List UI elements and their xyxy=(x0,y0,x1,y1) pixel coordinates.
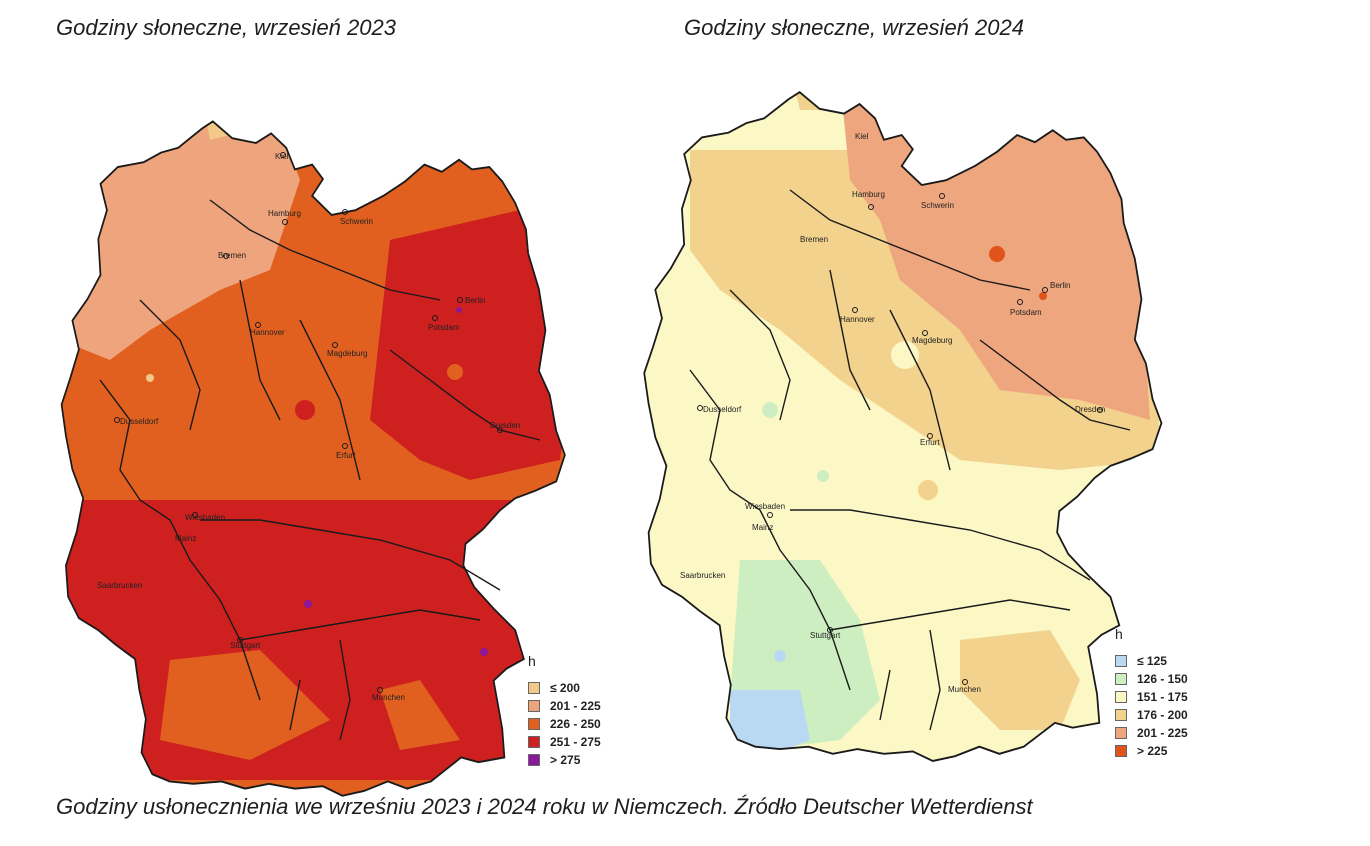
city-label: Hannover xyxy=(250,328,285,337)
city-label: Bremen xyxy=(218,251,246,260)
city-label: Kiel xyxy=(855,132,869,141)
legend-swatch xyxy=(1115,655,1127,667)
legend-label: 176 - 200 xyxy=(1137,708,1188,722)
city-label: Saarbrucken xyxy=(97,581,142,590)
legend-label: 226 - 250 xyxy=(550,717,601,731)
legend-unit: h xyxy=(1115,626,1123,642)
city-label: Wiesbaden xyxy=(745,502,785,511)
legend-item: 201 - 225 xyxy=(1115,724,1188,742)
city-label: Dusseldorf xyxy=(120,417,159,426)
city-label: Munchen xyxy=(372,693,405,702)
city-label: Erfurt xyxy=(920,438,940,447)
legend-label: ≤ 200 xyxy=(550,681,580,695)
legend-item: ≤ 200 xyxy=(528,679,601,697)
city-labels-2024: Kiel Hamburg Schwerin Bremen Berlin Pots… xyxy=(680,132,1105,694)
legend-label: 151 - 175 xyxy=(1137,690,1188,704)
legend-item: > 225 xyxy=(1115,742,1188,760)
city-label: Stuttgart xyxy=(810,631,841,640)
city-label: Magdeburg xyxy=(912,336,952,345)
city-label: Berlin xyxy=(465,296,485,305)
legend-label: 201 - 225 xyxy=(550,699,601,713)
city-label: Dusseldorf xyxy=(703,405,742,414)
legend-item: > 275 xyxy=(528,751,601,769)
city-label: Magdeburg xyxy=(327,349,367,358)
city-label: Potsdam xyxy=(428,323,460,332)
city-label: Kiel xyxy=(275,152,289,161)
city-label: Erfurt xyxy=(336,451,356,460)
legend-item: ≤ 125 xyxy=(1115,652,1188,670)
legend-swatch xyxy=(528,682,540,694)
legend-label: ≤ 125 xyxy=(1137,654,1167,668)
legend-2024: h ≤ 125 126 - 150 151 - 175 176 - 200 20… xyxy=(1115,626,1188,760)
legend-unit: h xyxy=(528,653,536,669)
legend-item: 126 - 150 xyxy=(1115,670,1188,688)
map-title-2024: Godziny słoneczne, wrzesień 2024 xyxy=(684,15,1024,40)
city-label: Schwerin xyxy=(921,201,954,210)
rivers-2024 xyxy=(689,189,1131,731)
legend-label: > 275 xyxy=(550,753,581,767)
legend-label: 126 - 150 xyxy=(1137,672,1188,686)
city-label: Munchen xyxy=(948,685,981,694)
legend-swatch xyxy=(1115,673,1127,685)
legend-label: > 225 xyxy=(1137,744,1168,758)
city-labels-2023: Kiel Hamburg Schwerin Bremen Berlin Pots… xyxy=(97,152,520,702)
legend-swatch xyxy=(1115,745,1127,757)
legend-swatch xyxy=(528,754,540,766)
city-label: Mainz xyxy=(752,523,773,532)
legend-swatch xyxy=(528,700,540,712)
legend-swatch xyxy=(1115,727,1127,739)
legend-item: 176 - 200 xyxy=(1115,706,1188,724)
legend-2023: h ≤ 200 201 - 225 226 - 250 251 - 275 > … xyxy=(528,653,601,769)
map-title-2023: Godziny słoneczne, wrzesień 2023 xyxy=(56,15,396,40)
city-label: Hannover xyxy=(840,315,875,324)
city-label: Bremen xyxy=(800,235,828,244)
city-label: Dresden xyxy=(1075,405,1105,414)
city-label: Stuttgart xyxy=(230,641,261,650)
city-markers-2023 xyxy=(114,152,503,693)
legend-swatch xyxy=(528,736,540,748)
legend-swatch xyxy=(1115,709,1127,721)
city-label: Potsdam xyxy=(1010,308,1042,317)
legend-item: 226 - 250 xyxy=(528,715,601,733)
legend-item: 251 - 275 xyxy=(528,733,601,751)
legend-item: 201 - 225 xyxy=(528,697,601,715)
rivers-2023 xyxy=(99,199,541,741)
city-label: Saarbrucken xyxy=(680,571,725,580)
legend-label: 251 - 275 xyxy=(550,735,601,749)
city-label: Mainz xyxy=(175,534,196,543)
city-label: Dresden xyxy=(490,421,520,430)
city-markers-2024 xyxy=(697,193,1103,685)
city-label: Hamburg xyxy=(852,190,885,199)
city-label: Wiesbaden xyxy=(185,513,225,522)
figure-caption: Godziny usłonecznienia we wrześniu 2023 … xyxy=(56,794,1033,819)
legend-swatch xyxy=(1115,691,1127,703)
legend-item: 151 - 175 xyxy=(1115,688,1188,706)
city-label: Schwerin xyxy=(340,217,373,226)
legend-swatch xyxy=(528,718,540,730)
legend-label: 201 - 225 xyxy=(1137,726,1188,740)
city-label: Hamburg xyxy=(268,209,301,218)
city-label: Berlin xyxy=(1050,281,1070,290)
